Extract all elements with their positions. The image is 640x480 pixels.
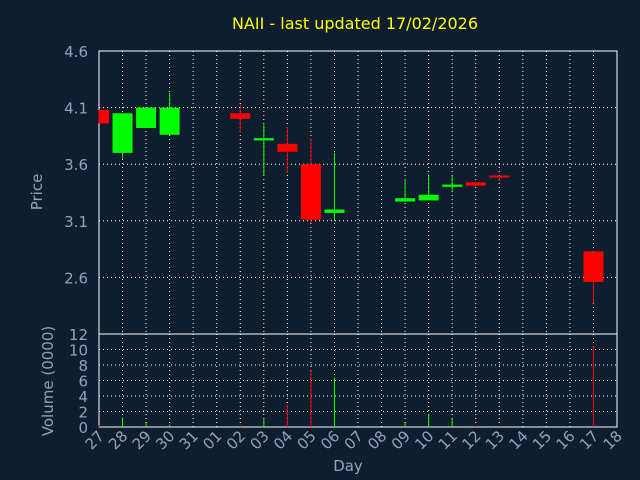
- price-tick-label: 2.6: [64, 269, 88, 287]
- volume-tick-label: 4: [78, 388, 88, 406]
- chart-title: NAII - last updated 17/02/2026: [231, 14, 479, 33]
- tick-labels: 4.64.13.63.12.60246810122728293031010203…: [64, 43, 626, 453]
- day-tick-label: 28: [105, 427, 131, 453]
- candle-body: [253, 138, 274, 141]
- price-tick-label: 3.1: [64, 213, 88, 231]
- day-tick-label: 01: [199, 427, 225, 453]
- day-tick-label: 04: [270, 427, 296, 453]
- price-tick-label: 3.6: [64, 156, 88, 174]
- volume-tick-label: 2: [78, 404, 88, 422]
- day-tick-label: 18: [600, 427, 626, 453]
- day-tick-label: 14: [505, 427, 531, 453]
- day-tick-label: 29: [129, 427, 155, 453]
- grid-lines: [98, 50, 618, 428]
- day-tick-label: 15: [529, 427, 555, 453]
- day-tick-label: 11: [435, 427, 461, 453]
- day-axis-label: Day: [333, 457, 363, 475]
- candle-body: [395, 198, 416, 202]
- candle-body: [489, 175, 510, 178]
- candles: [98, 92, 604, 304]
- candle-body: [418, 194, 439, 201]
- candle-body: [277, 143, 298, 152]
- candle-body: [583, 251, 604, 282]
- candle-body: [300, 164, 321, 220]
- price-axis-label: Price: [28, 174, 46, 211]
- volume-tick-label: 10: [69, 342, 88, 360]
- candle-body: [112, 113, 133, 153]
- day-tick-label: 31: [176, 427, 202, 453]
- day-tick-label: 02: [223, 427, 249, 453]
- candle-body: [465, 182, 486, 186]
- day-tick-label: 09: [388, 427, 414, 453]
- candle-body: [442, 184, 463, 187]
- day-tick-label: 30: [152, 427, 178, 453]
- day-tick-label: 10: [411, 427, 437, 453]
- day-tick-label: 07: [341, 427, 367, 453]
- candle-body: [136, 107, 157, 128]
- day-tick-label: 17: [576, 427, 602, 453]
- day-tick-label: 06: [317, 427, 343, 453]
- day-tick-label: 08: [364, 427, 390, 453]
- day-tick-label: 03: [246, 427, 272, 453]
- volume-axis-label: Volume (0000): [39, 326, 57, 436]
- day-tick-label: 05: [294, 427, 320, 453]
- candle-body: [99, 109, 109, 124]
- volume-tick-label: 12: [69, 326, 88, 344]
- price-tick-label: 4.1: [64, 100, 88, 118]
- volume-tick-label: 0: [78, 419, 88, 437]
- day-tick-label: 13: [482, 427, 508, 453]
- day-tick-label: 12: [458, 427, 484, 453]
- candle-body: [230, 113, 251, 119]
- volume-plot-frame: [98, 333, 618, 428]
- plot-frames: [98, 50, 618, 428]
- volume-bars: [98, 346, 594, 427]
- candle-body: [324, 209, 345, 213]
- price-tick-label: 4.6: [64, 43, 88, 61]
- volume-tick-label: 8: [78, 357, 88, 375]
- day-tick-label: 16: [553, 427, 579, 453]
- candle-body: [159, 107, 180, 135]
- volume-tick-label: 6: [78, 373, 88, 391]
